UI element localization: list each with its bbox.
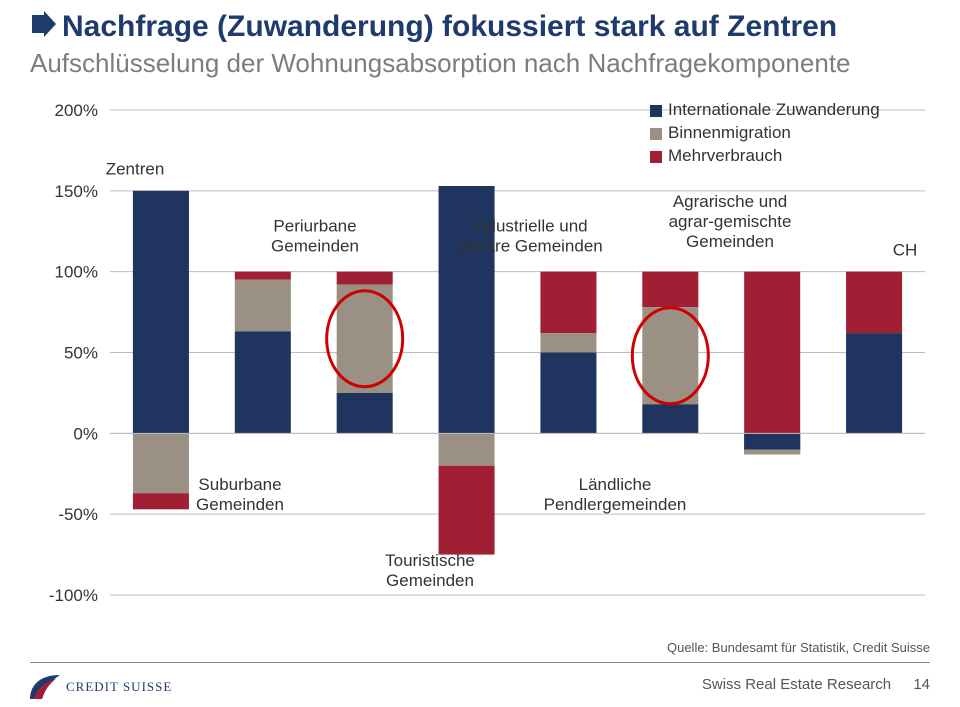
- arrow-icon: [30, 11, 56, 45]
- svg-text:Zentren: Zentren: [106, 160, 165, 179]
- svg-text:agrar-gemischte: agrar-gemischte: [669, 212, 792, 231]
- svg-text:-100%: -100%: [49, 586, 98, 605]
- svg-text:Internationale Zuwanderung: Internationale Zuwanderung: [668, 100, 880, 119]
- chart-container: -100% -50% 0% 50% 100% 150% 200% Zentren Suburba…: [30, 95, 930, 615]
- svg-text:Gemeinden: Gemeinden: [686, 232, 774, 251]
- source-attribution: Quelle: Bundesamt für Statistik, Credit …: [667, 640, 930, 655]
- logo-text: CREDIT SUISSE: [66, 679, 172, 695]
- brand-logo: CREDIT SUISSE: [30, 675, 172, 699]
- footer-divider: [30, 662, 930, 663]
- slide-title: Nachfrage (Zuwanderung) fokussiert stark…: [30, 10, 837, 45]
- title-text: Nachfrage (Zuwanderung) fokussiert stark…: [62, 10, 837, 43]
- svg-text:CH: CH: [893, 241, 918, 260]
- svg-text:Binnenmigration: Binnenmigration: [668, 123, 791, 142]
- page-number: 14: [913, 676, 930, 693]
- svg-text:200%: 200%: [55, 101, 98, 120]
- svg-text:0%: 0%: [73, 424, 98, 443]
- svg-text:150%: 150%: [55, 182, 98, 201]
- slide-subtitle: Aufschlüsselung der Wohnungsabsorption n…: [30, 48, 851, 79]
- footer-text: Swiss Real Estate Research: [702, 676, 891, 693]
- logo-icon: [30, 675, 60, 699]
- svg-text:Gemeinden: Gemeinden: [196, 495, 284, 514]
- svg-text:tertiäre Gemeinden: tertiäre Gemeinden: [457, 236, 603, 255]
- svg-text:Ländliche: Ländliche: [579, 475, 652, 494]
- svg-text:Touristische: Touristische: [385, 551, 475, 570]
- footer-label: Swiss Real Estate Research 14: [702, 676, 930, 693]
- svg-text:Agrarische und: Agrarische und: [673, 192, 787, 211]
- svg-text:Periurbane: Periurbane: [273, 216, 356, 235]
- svg-text:Mehrverbrauch: Mehrverbrauch: [668, 146, 782, 165]
- svg-text:Industrielle und: Industrielle und: [472, 216, 587, 235]
- svg-text:Suburbane: Suburbane: [198, 475, 281, 494]
- svg-text:100%: 100%: [55, 263, 98, 282]
- svg-text:50%: 50%: [64, 344, 98, 363]
- svg-text:Gemeinden: Gemeinden: [386, 571, 474, 590]
- svg-text:Gemeinden: Gemeinden: [271, 236, 359, 255]
- stacked-bar-chart: -100% -50% 0% 50% 100% 150% 200% Zentren Suburba…: [30, 95, 930, 615]
- svg-text:Pendlergemeinden: Pendlergemeinden: [544, 495, 687, 514]
- svg-text:-50%: -50%: [58, 505, 98, 524]
